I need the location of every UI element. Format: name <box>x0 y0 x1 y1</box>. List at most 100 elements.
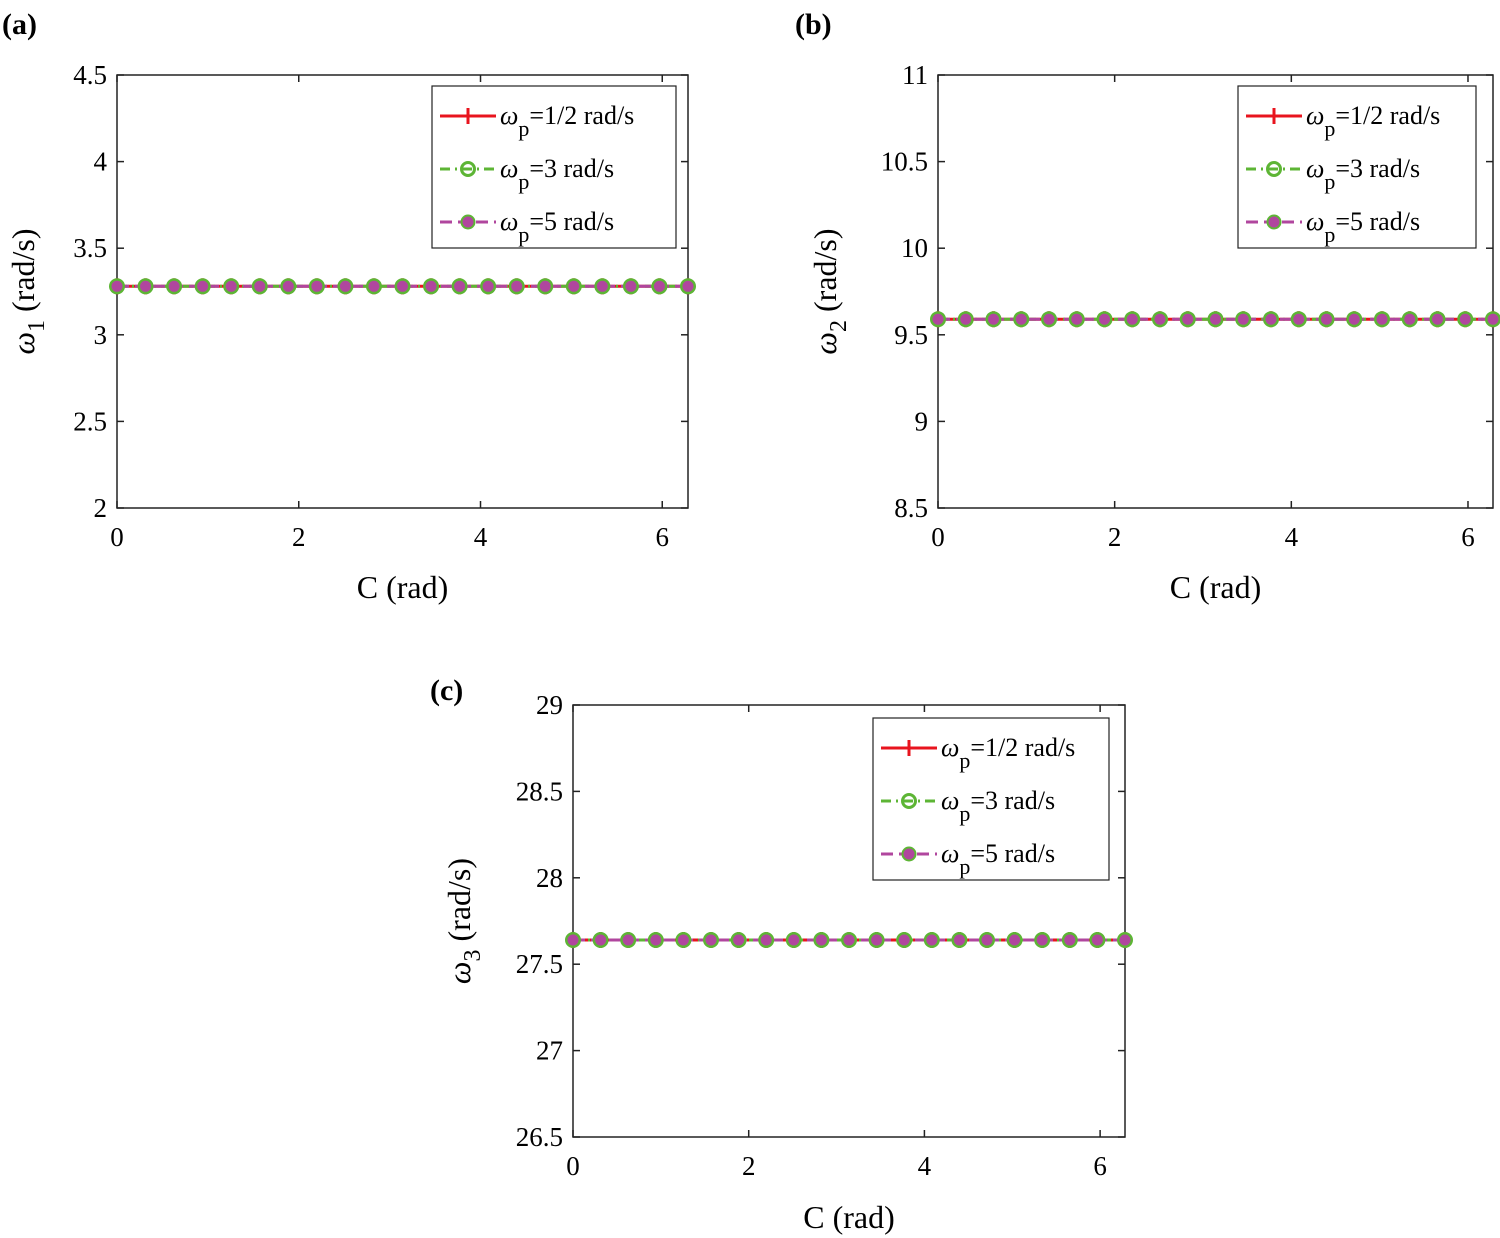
series-3-marker <box>1041 311 1057 327</box>
y-tick-label: 10.5 <box>881 147 928 177</box>
series-3-marker <box>758 932 774 948</box>
x-axis-title: C (rad) <box>357 569 449 605</box>
x-tick-label: 4 <box>474 522 488 552</box>
legend-label-1: ωp=1/2 rad/s <box>941 733 1075 773</box>
series-3-marker <box>1069 311 1085 327</box>
y-tick-label: 3 <box>94 320 108 350</box>
y-tick-label: 29 <box>536 690 563 720</box>
series-3-marker <box>138 278 154 294</box>
x-tick-label: 6 <box>1093 1151 1107 1181</box>
x-tick-label: 6 <box>656 522 670 552</box>
y-tick-label: 2 <box>94 493 108 523</box>
series-3-marker <box>623 278 639 294</box>
y-tick-label: 28.5 <box>516 776 563 806</box>
legend-label-2: ωp=3 rad/s <box>1306 154 1420 194</box>
series-3-marker <box>1485 311 1500 327</box>
series-3-marker <box>109 278 125 294</box>
y-axis-title: ω1 (rad/s) <box>5 228 50 354</box>
y-tick-label: 8.5 <box>894 493 928 523</box>
series-3-marker <box>930 311 946 327</box>
panel-label: (a) <box>2 8 37 41</box>
series-3-marker <box>924 932 940 948</box>
chart-panel-3: (c) 0 2 4 6 26.5 27 27.5 28 28.5 29 C (rad) ω3 (rad/… <box>430 674 1133 1235</box>
x-tick-label: 4 <box>1285 522 1299 552</box>
legend: ωp=1/2 rad/s ωp=3 rad/s ωp=5 rad/s <box>872 717 1110 881</box>
series-3-marker <box>594 278 610 294</box>
panel-label: (c) <box>430 674 463 707</box>
series-3-marker <box>1374 311 1390 327</box>
legend-marker-3 <box>460 214 476 230</box>
series-3-marker <box>951 932 967 948</box>
y-tick-label: 26.5 <box>516 1122 563 1152</box>
legend-marker-2 <box>901 793 917 809</box>
x-tick-label: 4 <box>918 1151 932 1181</box>
series-3-marker <box>1346 311 1362 327</box>
series-3-marker <box>280 278 296 294</box>
series-3-marker <box>1263 311 1279 327</box>
series-3-marker <box>309 278 325 294</box>
series-3-marker <box>731 932 747 948</box>
x-axis-title: C (rad) <box>803 1199 895 1235</box>
y-tick-label: 27 <box>536 1036 563 1066</box>
series-3-marker <box>1117 932 1133 948</box>
series-3-marker <box>1007 932 1023 948</box>
series-3-marker <box>452 278 468 294</box>
series-3-marker <box>366 278 382 294</box>
series-3-marker <box>566 278 582 294</box>
legend-marker-3 <box>901 846 917 862</box>
series-3-marker <box>813 932 829 948</box>
x-tick-label: 6 <box>1461 522 1475 552</box>
series-3-marker <box>1208 311 1223 327</box>
y-tick-label: 3.5 <box>73 233 107 263</box>
legend-label-3: ωp=5 rad/s <box>1306 207 1420 247</box>
x-tick-label: 2 <box>292 522 306 552</box>
series-3-marker <box>648 932 664 948</box>
legend: ωp=1/2 rad/s ωp=3 rad/s ωp=5 rad/s <box>431 85 677 249</box>
legend-label-1: ωp=1/2 rad/s <box>500 101 634 141</box>
series-3-marker <box>958 311 974 327</box>
y-axis-title: ω3 (rad/s) <box>441 858 486 984</box>
legend-label-3: ωp=5 rad/s <box>500 207 614 247</box>
series-3-marker <box>703 932 719 948</box>
series-3-marker <box>480 278 496 294</box>
series-3-marker <box>1152 311 1168 327</box>
legend-marker-2 <box>1266 161 1282 177</box>
series-3-marker <box>166 278 182 294</box>
y-tick-label: 27.5 <box>516 949 563 979</box>
y-tick-label: 4 <box>94 147 108 177</box>
series-3-marker <box>509 278 525 294</box>
series-3-marker <box>675 932 691 948</box>
series-3-marker <box>1235 311 1251 327</box>
y-tick-label: 4.5 <box>73 60 107 90</box>
series-3-marker <box>979 932 995 948</box>
series-3-marker <box>337 278 353 294</box>
chart-panel-1: (a)0 2 4 622.533.544.5C (rad)ω1 (rad/s)ωp=1… <box>2 8 696 605</box>
series-3-marker <box>841 932 857 948</box>
series-3-marker <box>195 278 211 294</box>
x-axis-title: C (rad) <box>1170 569 1262 605</box>
series-3-marker <box>423 278 439 294</box>
legend-label-2: ωp=3 rad/s <box>941 786 1055 826</box>
x-tick-label: 0 <box>566 1151 580 1181</box>
series-3-marker <box>1402 311 1418 327</box>
plot-frame <box>572 704 1126 1138</box>
y-tick-label: 9 <box>915 406 929 436</box>
legend-label-2: ωp=3 rad/s <box>500 154 614 194</box>
legend: ωp=1/2 rad/s ωp=3 rad/s ωp=5 rad/s <box>1237 85 1477 249</box>
series-3-marker <box>1062 932 1078 948</box>
series-3-marker <box>620 932 636 948</box>
legend-marker-3 <box>1266 214 1282 230</box>
x-tick-label: 2 <box>742 1151 756 1181</box>
series-3-marker <box>1430 311 1446 327</box>
series-3-marker <box>786 932 802 948</box>
series-3-marker <box>1291 311 1307 327</box>
y-tick-label: 28 <box>536 863 563 893</box>
series-3-marker <box>252 278 268 294</box>
series-3-marker <box>1013 311 1029 327</box>
series-3-marker <box>1457 311 1473 327</box>
x-tick-label: 2 <box>1108 522 1122 552</box>
y-tick-label: 10 <box>901 233 928 263</box>
series-3-marker <box>593 932 609 948</box>
series-3-marker <box>1318 311 1334 327</box>
